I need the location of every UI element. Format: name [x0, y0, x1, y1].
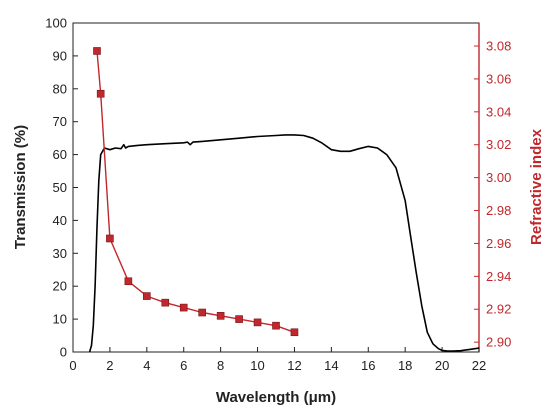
x-tick-label: 20 [435, 358, 449, 373]
x-tick-label: 12 [287, 358, 301, 373]
transmission-series-line [88, 134, 480, 353]
right-tick-label: 3.08 [486, 39, 511, 54]
left-tick-label: 40 [53, 213, 67, 228]
x-tick-label: 2 [106, 358, 113, 373]
x-tick-label: 6 [180, 358, 187, 373]
right-tick-label: 2.94 [486, 269, 511, 284]
series-layer [88, 47, 480, 353]
refractive-index-point [198, 308, 206, 317]
left-tick-label: 80 [53, 81, 67, 96]
left-axis-label: Transmission (%) [12, 125, 29, 249]
right-tick-label: 3.02 [486, 137, 511, 152]
left-tick-label: 60 [53, 147, 67, 162]
x-tick-label: 4 [143, 358, 150, 373]
right-axis-label: Refractive index [528, 128, 545, 245]
x-tick-label: 8 [217, 358, 224, 373]
left-tick-label: 20 [53, 279, 67, 294]
left-tick-label: 90 [53, 48, 67, 63]
refractive-index-point [216, 312, 225, 320]
refractive-index-point [96, 89, 105, 98]
right-tick-label: 2.96 [486, 236, 511, 251]
x-tick-label: 14 [324, 358, 338, 373]
refractive-index-point [272, 321, 280, 330]
x-tick-label: 16 [361, 358, 375, 373]
plot-area [72, 22, 480, 353]
left-tick-label: 0 [60, 345, 67, 360]
refractive-index-point [179, 303, 188, 312]
right-tick-label: 2.98 [486, 203, 511, 218]
refractive-index-series-line [96, 50, 295, 333]
left-tick-label: 50 [53, 180, 67, 195]
right-tick-label: 3.04 [486, 104, 511, 119]
right-tick-label: 3.06 [486, 71, 511, 86]
refractive-index-point [290, 328, 299, 337]
left-axis-ticks: 0 10 20 30 40 50 60 70 80 90 100 [45, 16, 78, 360]
x-tick-label: 0 [69, 358, 76, 373]
right-tick-label: 3.00 [486, 170, 511, 185]
refractive-index-point [253, 318, 262, 327]
refractive-index-point [124, 277, 133, 286]
refractive-index-point [235, 315, 243, 323]
right-tick-label: 2.92 [486, 302, 511, 317]
x-tick-label: 10 [250, 358, 264, 373]
x-tick-label: 22 [472, 358, 486, 373]
x-tick-label: 18 [398, 358, 412, 373]
refractive-index-point [143, 292, 151, 300]
right-axis-ticks: 2.90 2.92 2.94 2.96 2.98 3.00 3.02 3.04 3.06 3.08 [474, 39, 511, 350]
refractive-index-point [106, 234, 114, 243]
x-axis-label: Wavelength (μm) [216, 389, 336, 406]
refractive-index-point [93, 47, 101, 55]
left-tick-label: 100 [45, 16, 67, 31]
right-tick-label: 2.90 [486, 335, 511, 350]
refractive-index-point [161, 298, 170, 307]
left-tick-label: 30 [53, 246, 67, 261]
left-tick-label: 10 [53, 312, 67, 327]
left-tick-label: 70 [53, 114, 67, 129]
x-axis-ticks: 0 2 4 6 8 10 12 14 16 18 20 22 [69, 347, 486, 373]
